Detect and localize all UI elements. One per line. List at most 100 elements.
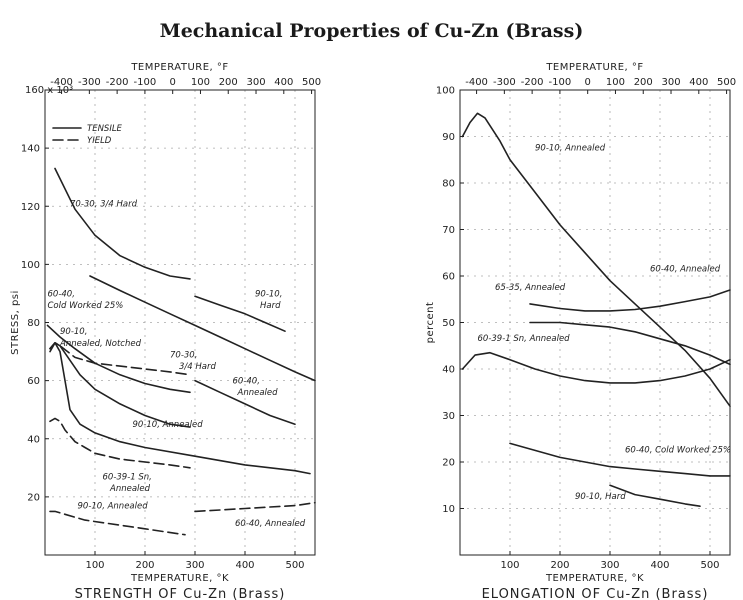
x2-tick-label: 300 [246,77,265,88]
x2-tick-label: 100 [191,77,210,88]
chart-subtitle: STRENGTH OF Cu-Zn (Brass) [75,587,286,600]
curve-label: Annealed [237,388,279,398]
x-axis-label: TEMPERATURE, °K [545,573,644,584]
curve-label: 65-35, Annealed [495,283,566,293]
curve-label: 60-40, Annealed [235,519,306,529]
x-tick-label: 100 [500,560,519,571]
curve-label: 60-39-1 Sn, Annealed [478,334,571,344]
y-tick-label: 50 [442,318,455,329]
curve-label: 60-40, [48,289,75,299]
x2-tick-label: -300 [78,77,101,88]
x-tick-label: 500 [285,560,304,571]
series-line-solid-4 [194,379,296,425]
series-line-solid-2 [194,295,286,332]
x-tick-label: 300 [185,560,204,571]
y-tick-label: 80 [442,179,455,190]
y-tick-label: 90 [442,132,455,143]
curve-label: 60-40, [233,377,260,387]
x2-tick-label: 100 [606,77,625,88]
chart-subtitle: ELONGATION OF Cu-Zn (Brass) [482,587,709,600]
curve-label: 90-10, Hard [575,492,626,502]
y-tick-label: 20 [442,458,455,469]
series-line-dashed-8 [49,417,191,469]
y-tick-label: 40 [27,434,40,445]
y-tick-label: 100 [436,86,455,97]
x2-tick-label: 400 [274,77,293,88]
curve-label: 60-40, Cold Worked 25% [625,446,731,456]
y-tick-label: 60 [442,272,455,283]
x-tick-label: 200 [550,560,569,571]
series-line-dashed-7 [49,342,191,376]
x-tick-label: 500 [700,560,719,571]
y-tick-label: 120 [21,202,40,213]
curve-label: 90-10, Annealed [78,502,149,512]
x2-tick-label: -300 [493,77,516,88]
curve-label: 3/4 Hard [179,362,216,372]
y-tick-label: 10 [442,504,455,515]
series-line-solid-0 [54,167,191,280]
x2-tick-label: 300 [661,77,680,88]
curve-label: 90-10, [60,327,87,337]
x2-tick-label: -400 [465,77,488,88]
series-line-solid-1 [529,289,731,312]
series-line-solid-6 [49,342,311,475]
legend-label: YIELD [87,136,112,146]
y-axis-top-label: 160 x 10³ [25,85,73,96]
y-tick-label: 80 [27,318,40,329]
x2-tick-label: 500 [717,77,736,88]
y-tick-label: 40 [442,365,455,376]
series-line-solid-2 [529,321,731,366]
curve-label: Annealed [109,484,151,494]
series-line-solid-1 [89,275,316,382]
curve-label: 90-10, Annealed [133,420,204,430]
x-tick-label: 400 [650,560,669,571]
series-line-solid-5 [49,342,191,428]
y-axis-label: STRESS, psi [10,290,21,355]
curve-label: Cold Worked 25% [48,301,124,311]
x2-tick-label: -100 [549,77,572,88]
curve-label: 90-10, Annealed [535,143,606,153]
curve-label: Annealed, Notched [59,339,142,349]
y-tick-label: 60 [27,376,40,387]
y-axis-label: percent [425,302,436,344]
series-line-dashed-9 [49,510,186,536]
x2-axis-label: TEMPERATURE, °F [130,62,228,73]
x2-tick-label: 0 [584,77,590,88]
elongation-chart: 100 200 300 400 500 10 20 30 40 50 60 70 80 90 100 -400… [425,62,736,600]
x2-tick-label: 400 [689,77,708,88]
curve-label: 70-30, [170,350,197,360]
x2-tick-label: -200 [106,77,129,88]
x-tick-label: 400 [235,560,254,571]
series-line-solid-4 [509,442,731,477]
series-line-dashed-10 [194,501,316,513]
series-line-solid-5 [609,484,701,507]
x2-tick-label: -100 [134,77,157,88]
x-axis-label: TEMPERATURE, °K [130,573,229,584]
x2-tick-label: 0 [169,77,175,88]
series-line-solid-3 [461,351,731,384]
y-tick-label: 140 [21,144,40,155]
series-line-solid-0 [461,112,731,407]
curve-label: 90-10, [255,289,282,299]
x2-axis-label: TEMPERATURE, °F [545,62,643,73]
curve-label: 60-39-1 Sn, [103,472,152,482]
x2-tick-label: -400 [50,77,73,88]
x2-tick-label: 500 [302,77,321,88]
page-title: Mechanical Properties of Cu-Zn (Brass) [159,20,584,42]
x-tick-label: 300 [600,560,619,571]
strength-chart: 100 200 300 400 500 20 40 60 80 100 120 140 160 x 10… [10,62,321,600]
curve-label: 60-40, Annealed [650,264,721,274]
y-tick-label: 100 [21,260,40,271]
y-tick-label: 20 [27,492,40,503]
x2-tick-label: 200 [634,77,653,88]
y-tick-label: 70 [442,225,455,236]
y-tick-label: 30 [442,411,455,422]
x-tick-label: 100 [85,560,104,571]
x-tick-label: 200 [135,560,154,571]
curve-label: 70-30, 3/4 Hard [70,199,138,209]
x2-tick-label: 200 [219,77,238,88]
x2-tick-label: -200 [521,77,544,88]
series-line-solid-3 [46,324,191,394]
curve-label: Hard [260,301,281,311]
